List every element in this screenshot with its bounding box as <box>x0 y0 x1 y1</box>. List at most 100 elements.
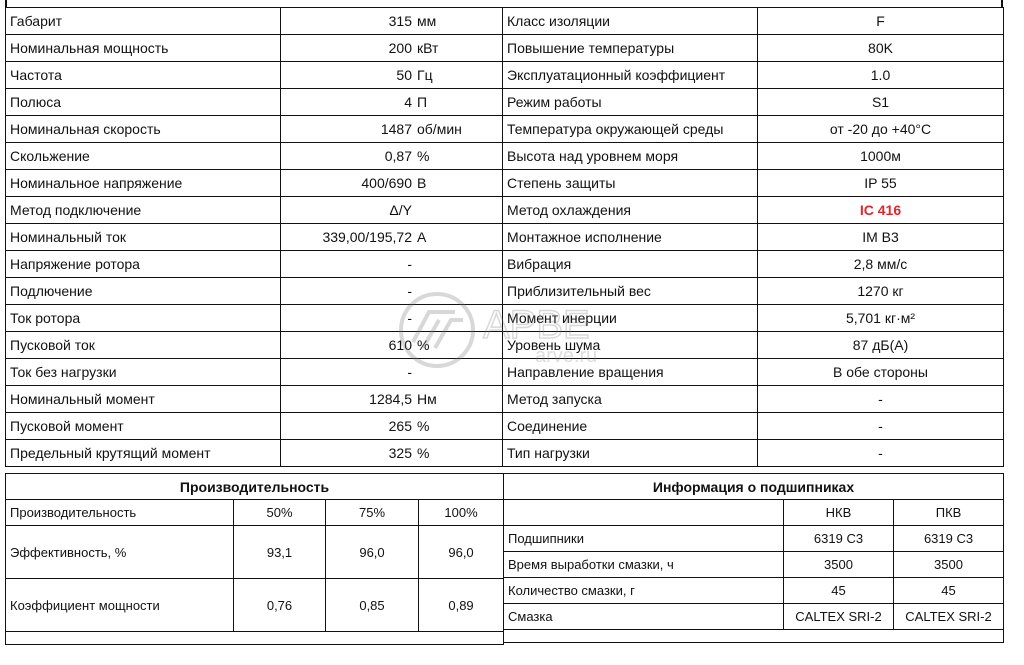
param-label: Номинальная мощность <box>5 34 281 62</box>
param-value: 4 <box>404 94 412 110</box>
param-value-cell: - <box>280 277 503 305</box>
param-label: Частота <box>5 61 281 89</box>
table-row: Предельный крутящий момент 325% Тип нагруз… <box>5 439 1004 467</box>
param-label: Метод охлаждения <box>502 196 758 224</box>
param-value-cell: 339,00/195,72 А <box>280 223 503 251</box>
param-value-cell: 325% <box>280 439 503 467</box>
param-unit: Нм <box>417 391 437 407</box>
param-value: 5,701 кг·м² <box>757 304 1004 332</box>
bear-value: 3500 <box>892 551 1005 578</box>
performance-table: Производительность Производительность 50… <box>4 473 505 645</box>
param-label: Номинальный момент <box>5 385 281 413</box>
param-label: Ток ротора <box>5 304 281 332</box>
perf-value: 96,0 <box>417 525 505 579</box>
perf-value: 0,85 <box>325 578 419 632</box>
param-label: Подлючение <box>5 277 281 305</box>
perf-header-50: 50% <box>233 499 326 526</box>
param-unit: % <box>417 337 430 353</box>
bear-label: Количество смазки, г <box>503 577 784 604</box>
table-frame <box>5 0 1003 8</box>
param-label: Температура окружающей среды <box>502 115 758 143</box>
param-value-cell: 50 Гц <box>280 61 503 89</box>
perf-header-label: Производительность <box>5 499 234 526</box>
param-label: Момент инерции <box>502 304 758 332</box>
param-value: 50 <box>396 67 412 83</box>
param-value: 315 <box>388 13 412 29</box>
param-value: F <box>757 7 1004 35</box>
param-value-cell: 315 мм <box>280 7 503 35</box>
table-row: Частота 50 Гц Эксплуатационный коэффициент 1… <box>5 61 1004 89</box>
param-label: Режим работы <box>502 88 758 116</box>
bear-value: 6319 C3 <box>892 525 1005 552</box>
param-label: Соединение <box>502 412 758 440</box>
param-value: 1000м <box>757 142 1004 170</box>
table-row: Номинальный ток 339,00/195,72 А Монтажное и… <box>5 223 1004 251</box>
bear-value: 45 <box>783 577 894 604</box>
param-unit: об/мин <box>417 121 462 137</box>
table-row: Количество смазки, г 45 45 <box>503 577 1005 604</box>
table-row: Номинальная мощность 200 кВт Повышение темп… <box>5 34 1004 62</box>
perf-header-75: 75% <box>325 499 419 526</box>
bear-header-pkv: ПКВ <box>892 499 1005 526</box>
param-value: S1 <box>757 88 1004 116</box>
param-label: Метод подключение <box>5 196 281 224</box>
param-label: Ток без нагрузки <box>5 358 281 386</box>
param-value: - <box>407 283 412 299</box>
param-label: Высота над уровнем моря <box>502 142 758 170</box>
param-value: 339,00/195,72 <box>322 229 412 245</box>
bear-label: Время выработки смазки, ч <box>503 551 784 578</box>
param-value: IP 55 <box>757 169 1004 197</box>
table-row: Коэффициент мощности 0,76 0,85 0,89 <box>5 578 505 632</box>
param-value: 1487 <box>380 121 412 137</box>
param-value: - <box>757 412 1004 440</box>
table-row: Подлючение - Приблизительный вес 1270 кг <box>5 277 1004 305</box>
param-value: 400/690 <box>361 175 412 191</box>
table-row: Пусковой ток 610% Уровень шума 87 дБ(А) <box>5 331 1004 359</box>
param-value: - <box>757 439 1004 467</box>
param-value: В обе стороны <box>757 358 1004 386</box>
param-value: 1.0 <box>757 61 1004 89</box>
perf-value: 96,0 <box>325 525 419 579</box>
param-value: - <box>407 310 412 326</box>
table-row: Ток без нагрузки - Направление вращения В о… <box>5 358 1004 386</box>
param-label: Направление вращения <box>502 358 758 386</box>
table-row: Время выработки смазки, ч 3500 3500 <box>503 551 1005 578</box>
bear-header-empty <box>503 499 784 526</box>
param-value-cell: - <box>280 358 503 386</box>
param-unit: В <box>417 175 427 191</box>
bearings-table: Информация о подшипниках НКВ ПКВ Подшипн… <box>502 473 1005 643</box>
param-unit: А <box>417 229 427 245</box>
table-row: Напряжение ротора - Вибрация 2,8 мм/с <box>5 250 1004 278</box>
param-value-cell: 200 кВт <box>280 34 503 62</box>
perf-label: Эффективность, % <box>5 525 234 579</box>
bear-label: Смазка <box>503 603 784 630</box>
param-value: IM B3 <box>757 223 1004 251</box>
param-value: 87 дБ(А) <box>757 331 1004 359</box>
param-unit: Гц <box>417 67 433 83</box>
param-value-cell: 400/690 В <box>280 169 503 197</box>
param-value: 265 <box>388 418 412 434</box>
table-row: Метод подключение Δ/Y Метод охлаждения IC 4… <box>5 196 1004 224</box>
bear-header-nkv: НКВ <box>783 499 894 526</box>
param-value: от -20 до +40°C <box>757 115 1004 143</box>
param-value-cell: - <box>280 250 503 278</box>
bear-value: CALTEX SRI-2 <box>892 603 1005 630</box>
bear-value: 3500 <box>783 551 894 578</box>
param-unit: П <box>417 94 428 110</box>
param-value-cell: 1487 об/мин <box>280 115 503 143</box>
param-value: - <box>757 385 1004 413</box>
param-label: Тип нагрузки <box>502 439 758 467</box>
perf-value: 0,89 <box>417 578 505 632</box>
table-row: Смазка CALTEX SRI-2 CALTEX SRI-2 <box>503 603 1005 630</box>
table-row: Скольжение 0,87% Высота над уровнем моря 10… <box>5 142 1004 170</box>
bear-value: CALTEX SRI-2 <box>783 603 894 630</box>
table-row: Номинальное напряжение 400/690 В Степень за… <box>5 169 1004 197</box>
param-label: Пусковой момент <box>5 412 281 440</box>
empty-cell <box>502 629 1005 643</box>
param-value-cell: 1284,5 Нм <box>280 385 503 413</box>
param-unit: кВт <box>417 40 439 56</box>
param-value-cell: 610% <box>280 331 503 359</box>
empty-cell <box>4 631 505 645</box>
param-value: 1270 кг <box>757 277 1004 305</box>
param-value: 2,8 мм/с <box>757 250 1004 278</box>
